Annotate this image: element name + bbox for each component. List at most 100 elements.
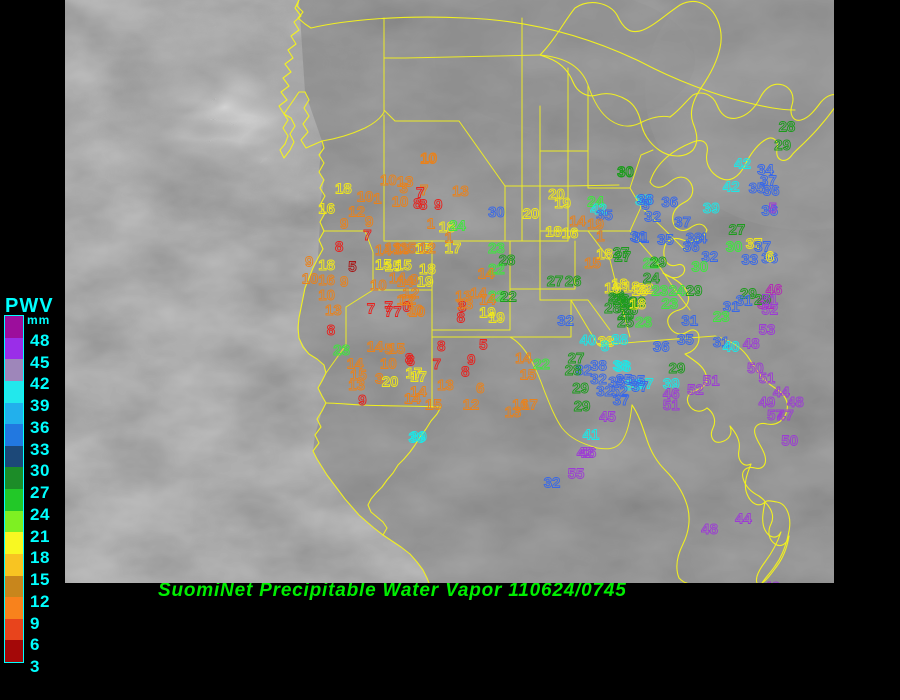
svg-text:38: 38 — [637, 191, 654, 208]
svg-text:23: 23 — [635, 314, 652, 331]
svg-text:8: 8 — [335, 239, 343, 256]
svg-text:23: 23 — [661, 296, 678, 313]
svg-text:12: 12 — [419, 240, 436, 257]
svg-text:13: 13 — [452, 183, 469, 200]
svg-text:8: 8 — [457, 310, 465, 327]
svg-text:31: 31 — [736, 293, 753, 310]
svg-text:49: 49 — [712, 582, 729, 583]
svg-text:52: 52 — [761, 301, 778, 318]
svg-text:37: 37 — [613, 392, 630, 409]
svg-text:38: 38 — [614, 358, 631, 375]
svg-text:51: 51 — [663, 397, 680, 414]
svg-text:14: 14 — [479, 292, 496, 309]
svg-text:25: 25 — [617, 314, 634, 331]
svg-text:29: 29 — [774, 137, 791, 154]
svg-text:14: 14 — [404, 391, 421, 408]
svg-text:29: 29 — [572, 380, 589, 397]
svg-text:27: 27 — [729, 221, 746, 238]
svg-text:10: 10 — [302, 270, 319, 287]
svg-text:9: 9 — [340, 215, 348, 232]
svg-text:7: 7 — [385, 304, 393, 321]
svg-text:31: 31 — [681, 313, 698, 330]
svg-text:23: 23 — [713, 308, 730, 325]
svg-text:36: 36 — [661, 194, 678, 211]
svg-text:7: 7 — [367, 300, 375, 317]
svg-text:8: 8 — [419, 197, 427, 214]
svg-text:9: 9 — [305, 254, 313, 271]
svg-text:15: 15 — [584, 255, 601, 272]
svg-text:8: 8 — [327, 322, 335, 339]
svg-text:20: 20 — [382, 374, 399, 391]
svg-text:32: 32 — [644, 208, 661, 225]
svg-text:28: 28 — [779, 118, 796, 135]
svg-text:14: 14 — [478, 266, 495, 283]
svg-text:49: 49 — [764, 579, 781, 583]
svg-text:52: 52 — [687, 381, 704, 398]
svg-text:5: 5 — [479, 337, 487, 354]
svg-text:6: 6 — [766, 248, 774, 265]
svg-text:15: 15 — [520, 367, 537, 384]
svg-text:1: 1 — [596, 228, 604, 245]
svg-text:5: 5 — [348, 259, 356, 276]
svg-text:9: 9 — [434, 197, 442, 214]
svg-text:10: 10 — [409, 304, 426, 321]
svg-text:50: 50 — [781, 433, 798, 450]
svg-text:36: 36 — [683, 238, 700, 255]
svg-text:9: 9 — [358, 392, 366, 409]
svg-text:48: 48 — [701, 521, 718, 538]
svg-text:8: 8 — [437, 338, 445, 355]
svg-text:47: 47 — [777, 407, 794, 424]
svg-text:30: 30 — [691, 258, 708, 275]
svg-text:36: 36 — [763, 183, 780, 200]
svg-text:37: 37 — [674, 214, 691, 231]
svg-text:42: 42 — [734, 156, 751, 173]
svg-text:16: 16 — [318, 200, 335, 217]
svg-text:35: 35 — [657, 231, 674, 248]
svg-text:14: 14 — [367, 339, 384, 356]
svg-text:19: 19 — [554, 195, 571, 212]
svg-text:41: 41 — [583, 427, 600, 444]
svg-text:38: 38 — [611, 331, 628, 348]
svg-text:30: 30 — [726, 238, 743, 255]
svg-text:14: 14 — [515, 350, 532, 367]
svg-text:36: 36 — [653, 338, 670, 355]
svg-text:8: 8 — [601, 338, 609, 355]
svg-text:46: 46 — [580, 445, 597, 462]
svg-text:30: 30 — [617, 164, 634, 181]
svg-text:17: 17 — [445, 240, 462, 257]
svg-text:3: 3 — [400, 180, 408, 197]
svg-text:40: 40 — [580, 332, 597, 349]
svg-text:26: 26 — [565, 273, 582, 290]
svg-text:29: 29 — [686, 283, 703, 300]
svg-text:55: 55 — [568, 466, 585, 483]
svg-text:12: 12 — [348, 204, 365, 221]
svg-text:28: 28 — [565, 362, 582, 379]
svg-text:48: 48 — [743, 336, 760, 353]
svg-text:30: 30 — [488, 204, 505, 221]
svg-text:5: 5 — [769, 200, 777, 217]
svg-text:17: 17 — [521, 397, 538, 414]
svg-text:40: 40 — [723, 338, 740, 355]
svg-text:39: 39 — [409, 430, 426, 447]
svg-text:53: 53 — [759, 321, 776, 338]
svg-text:17: 17 — [406, 365, 423, 382]
svg-text:15: 15 — [400, 240, 417, 257]
svg-text:1: 1 — [427, 215, 435, 232]
svg-text:29: 29 — [650, 254, 667, 271]
svg-text:32: 32 — [557, 313, 574, 330]
svg-text:22: 22 — [500, 289, 517, 306]
svg-text:35: 35 — [677, 331, 694, 348]
svg-text:10: 10 — [370, 277, 387, 294]
svg-text:42: 42 — [723, 178, 740, 195]
svg-text:6: 6 — [476, 380, 484, 397]
svg-text:18: 18 — [335, 180, 352, 197]
svg-text:39: 39 — [703, 200, 720, 217]
svg-text:29: 29 — [574, 398, 591, 415]
svg-text:32: 32 — [544, 475, 561, 492]
svg-text:8: 8 — [461, 364, 469, 381]
svg-text:20: 20 — [523, 206, 540, 223]
svg-text:45: 45 — [599, 409, 616, 426]
svg-text:16: 16 — [562, 225, 579, 242]
svg-text:10: 10 — [421, 150, 438, 167]
svg-text:4: 4 — [699, 230, 708, 247]
